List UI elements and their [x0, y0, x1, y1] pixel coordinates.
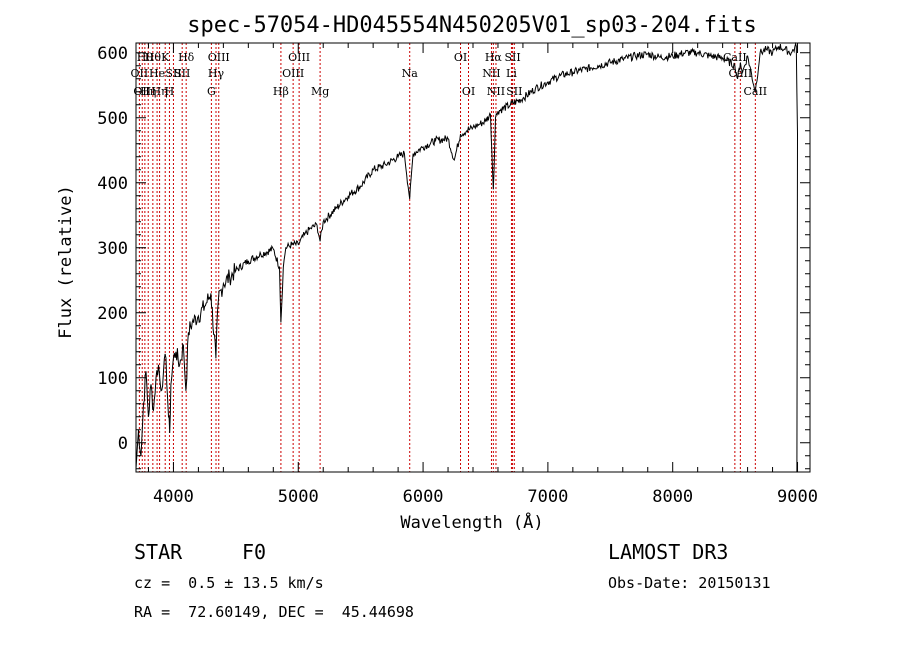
- line-label-sii: SII: [506, 85, 522, 98]
- line-label-hθ: Hθ: [137, 51, 154, 64]
- obs-date-text: Obs-Date: 20150131: [608, 574, 771, 592]
- line-label-caii: CaII: [723, 51, 747, 64]
- line-label-oiii: OIII: [288, 51, 310, 64]
- object-class: STAR: [134, 540, 183, 564]
- x-tick-label: 8000: [652, 487, 693, 507]
- x-tick-label: 4000: [153, 487, 194, 507]
- coordinates-text: RA = 72.60149, DEC = 45.44698: [134, 603, 414, 621]
- line-label-oii: OII: [133, 85, 151, 98]
- line-label-hη: Hη: [151, 85, 167, 98]
- line-label-hβ: Hβ: [273, 85, 289, 98]
- y-tick-label: 600: [97, 44, 128, 64]
- y-axis-ticks: 0 100 200 300 400 500 600: [97, 44, 810, 470]
- y-tick-label: 0: [118, 434, 128, 454]
- line-label-hα: Hα: [485, 51, 503, 64]
- plot-frame: [135, 42, 811, 473]
- line-label-g: G: [207, 85, 216, 98]
- line-label-hγ: Hγ: [208, 67, 225, 80]
- line-label-oii: OII: [131, 67, 149, 80]
- line-label-oi: OI: [462, 85, 475, 98]
- line-label-na: Na: [402, 67, 419, 80]
- y-axis-label: Flux (relative): [56, 185, 76, 339]
- flux-series-line: [135, 41, 799, 473]
- line-label-nii: NII: [487, 85, 505, 98]
- line-label-oiii: OIII: [208, 51, 230, 64]
- line-label-oi: OI: [454, 51, 467, 64]
- line-label-hη: Hη: [140, 85, 156, 98]
- line-label-mg: Mg: [311, 85, 329, 98]
- line-label-caii: CaII: [729, 67, 753, 80]
- line-label-nii: NII: [482, 67, 500, 80]
- line-label-oiii: OIII: [282, 67, 304, 80]
- line-label-li: Li: [506, 67, 517, 80]
- x-tick-label: 5000: [278, 487, 319, 507]
- y-tick-label: 400: [97, 174, 128, 194]
- line-label-he: He: [149, 67, 165, 80]
- line-label-sii: SII: [504, 51, 520, 64]
- chart-title: spec-57054-HD045554N450205V01_sp03-204.f…: [187, 13, 757, 38]
- x-tick-label: 9000: [777, 487, 818, 507]
- x-axis-label: Wavelength (Å): [400, 511, 543, 533]
- x-axis-ticks: 4000 5000 6000 7000 8000 9000: [147, 43, 818, 507]
- survey-name: LAMOST DR3: [608, 540, 729, 564]
- spectral-line-labels: OII OII Hθ Hη Hθ He Hη K H SII Hδ SII G Hγ OIII Hβ OIII O…: [131, 51, 768, 98]
- y-tick-label: 100: [97, 369, 128, 389]
- line-label-hθ: Hθ: [145, 51, 162, 64]
- y-tick-label: 500: [97, 109, 128, 129]
- spectral-line-markers: [138, 43, 756, 472]
- x-tick-label: 7000: [527, 487, 568, 507]
- line-label-hδ: Hδ: [178, 51, 195, 64]
- line-label-h: H: [165, 85, 175, 98]
- y-tick-label: 300: [97, 239, 128, 259]
- object-subclass: F0: [242, 540, 267, 564]
- redshift-text: cz = 0.5 ± 13.5 km/s: [134, 574, 324, 592]
- line-label-sii: SII: [165, 67, 181, 80]
- x-tick-label: 6000: [403, 487, 444, 507]
- line-label-k: K: [161, 51, 170, 64]
- line-label-sii: SII: [174, 67, 190, 80]
- y-tick-label: 200: [97, 304, 128, 324]
